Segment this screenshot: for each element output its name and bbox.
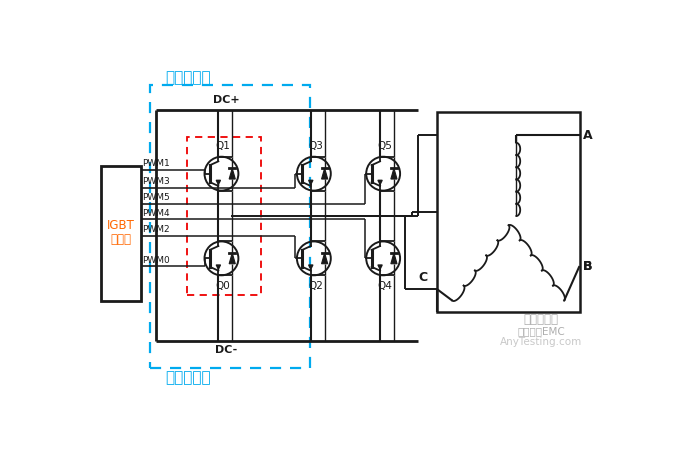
Polygon shape: [322, 168, 328, 179]
Text: 谙略科技EMC: 谙略科技EMC: [517, 326, 565, 336]
Text: PWM1: PWM1: [142, 159, 170, 168]
Text: IGBT: IGBT: [107, 219, 135, 232]
Polygon shape: [391, 168, 397, 179]
Polygon shape: [322, 253, 328, 264]
Text: 青峡检测网: 青峡检测网: [524, 313, 558, 326]
Text: 驱动器: 驱动器: [110, 233, 131, 246]
Text: Q2: Q2: [308, 281, 323, 291]
Text: PWM5: PWM5: [142, 193, 170, 202]
Text: Q5: Q5: [377, 141, 392, 151]
Bar: [187, 137, 260, 295]
Bar: [150, 85, 310, 369]
Text: PWM0: PWM0: [142, 256, 170, 264]
Polygon shape: [229, 168, 235, 179]
Text: PWM2: PWM2: [142, 225, 170, 235]
Text: AnyTesting.com: AnyTesting.com: [500, 336, 582, 347]
Text: Q0: Q0: [216, 281, 231, 291]
Bar: [101, 166, 141, 301]
Text: B: B: [583, 259, 592, 273]
Text: 上臂开关管: 上臂开关管: [165, 70, 211, 85]
Text: A: A: [583, 129, 592, 142]
Polygon shape: [229, 253, 235, 264]
Text: Q1: Q1: [216, 141, 231, 151]
Text: PWM3: PWM3: [142, 177, 170, 186]
Text: Q4: Q4: [377, 281, 392, 291]
Polygon shape: [391, 253, 397, 264]
Bar: [437, 112, 579, 312]
Text: C: C: [419, 271, 428, 284]
Text: DC-: DC-: [215, 345, 237, 355]
Text: B: B: [583, 259, 592, 273]
Text: Q3: Q3: [308, 141, 323, 151]
Text: PWM4: PWM4: [142, 208, 170, 218]
Text: DC+: DC+: [213, 95, 239, 105]
Text: 下臂开关管: 下臂开关管: [165, 370, 211, 385]
